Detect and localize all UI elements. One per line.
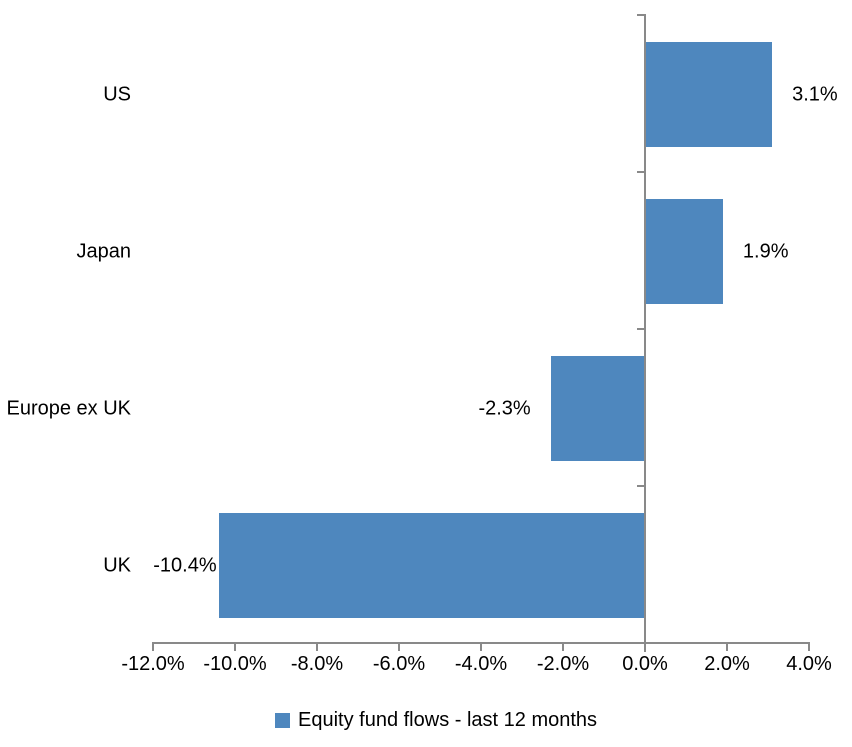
x-tick-label: -8.0% — [290, 653, 344, 675]
category-label-uk: UK — [103, 554, 131, 576]
x-tick-label: 2.0% — [704, 653, 750, 675]
value-label-uk: -10.4% — [153, 554, 217, 576]
y-tick — [637, 642, 645, 644]
x-tick-label: 4.0% — [786, 653, 832, 675]
plot-area: 3.1% 1.9% -2.3% -10.4% — [153, 16, 838, 644]
bar-japan — [645, 199, 723, 304]
x-tick-label: -10.0% — [203, 653, 267, 675]
category-label-europe-ex-uk: Europe ex UK — [6, 397, 131, 419]
category-label-us: US — [103, 83, 131, 105]
bar-us — [645, 42, 773, 147]
x-tick-label: -6.0% — [372, 653, 426, 675]
y-tick — [637, 485, 645, 487]
legend-swatch-icon — [275, 712, 290, 728]
category-label-japan: Japan — [76, 240, 132, 262]
x-tick-label: -12.0% — [121, 653, 185, 675]
x-tick — [726, 642, 728, 651]
x-tick — [808, 642, 810, 651]
bar-uk — [218, 513, 645, 618]
x-tick — [316, 642, 318, 651]
x-tick — [644, 642, 646, 651]
x-tick — [480, 642, 482, 651]
x-tick-label: -4.0% — [454, 653, 508, 675]
y-tick — [637, 171, 645, 173]
zero-value-axis-line — [644, 14, 646, 652]
x-tick-label: -2.0% — [536, 653, 590, 675]
value-label-europe-ex-uk: -2.3% — [478, 397, 531, 419]
value-label-japan: 1.9% — [742, 240, 789, 262]
bar-europe-ex-uk — [550, 356, 645, 461]
legend-label: Equity fund flows - last 12 months — [298, 708, 598, 731]
x-tick — [152, 642, 154, 651]
y-tick — [637, 328, 645, 330]
x-tick — [562, 642, 564, 651]
legend: Equity fund flows - last 12 months — [275, 708, 597, 732]
y-tick — [637, 14, 645, 16]
value-label-us: 3.1% — [792, 83, 838, 105]
x-tick — [234, 642, 236, 651]
x-tick — [398, 642, 400, 651]
x-tick-label: 0.0% — [622, 653, 668, 675]
